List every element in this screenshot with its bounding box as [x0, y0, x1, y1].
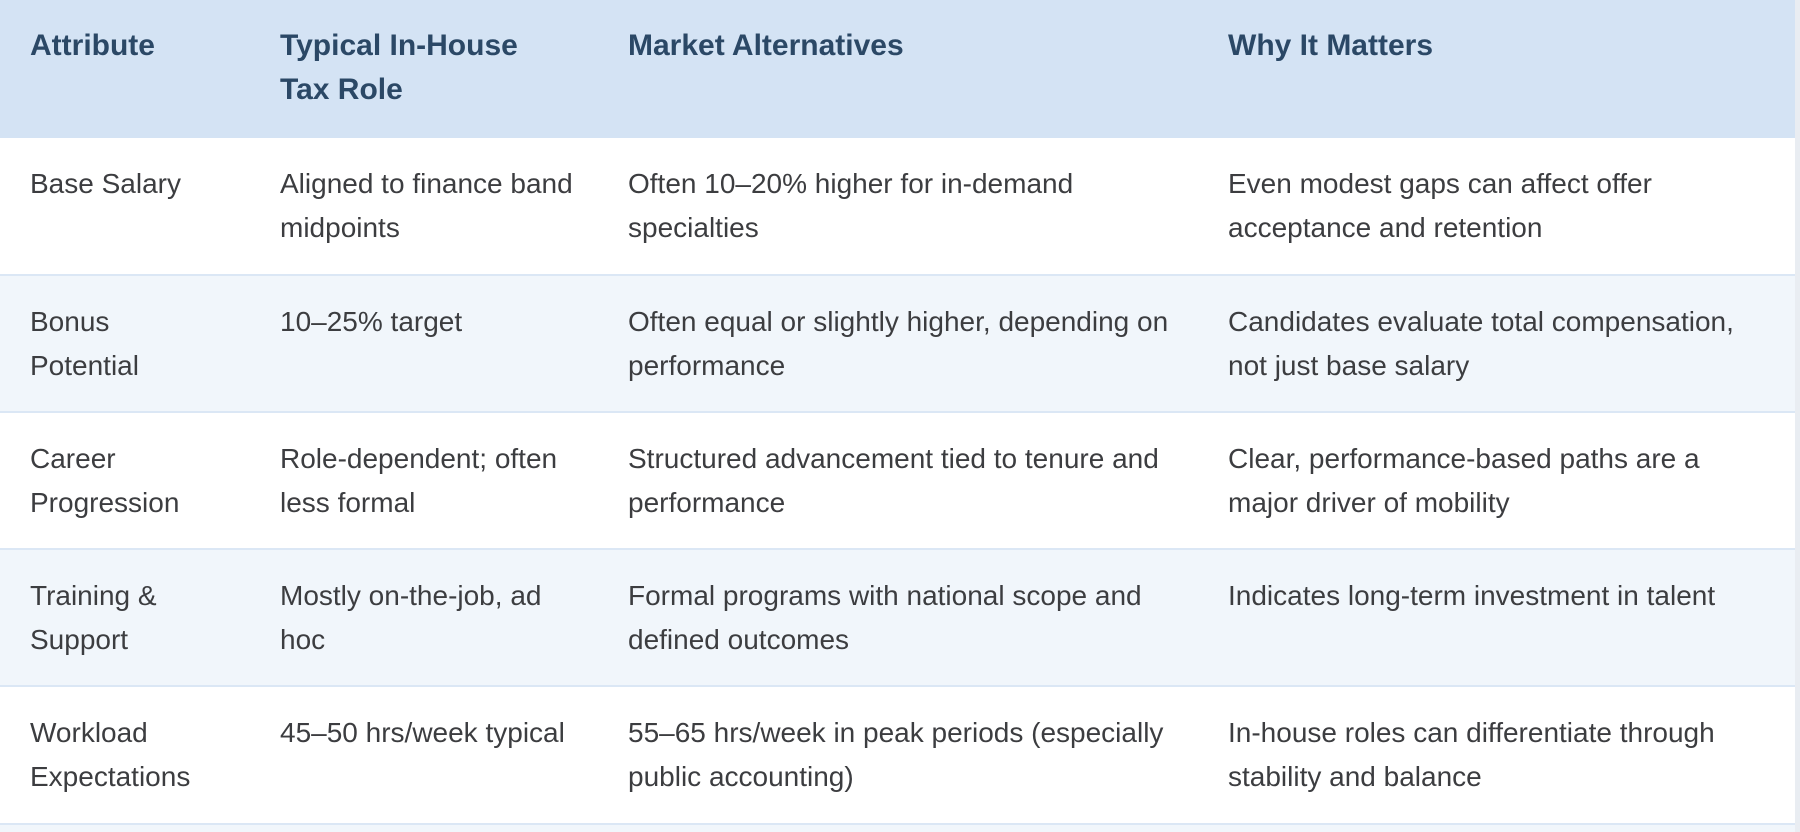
table-cell: Bonus Potential: [30, 306, 139, 381]
row-workload-expectations: Workload Expectations 45–50 hrs/week typ…: [0, 686, 1795, 823]
header-cell-attribute: Attribute: [0, 0, 250, 138]
table-cell: Indicates long-term investment in talent: [1228, 580, 1716, 611]
table-cell: Structured advancement tied to tenure an…: [628, 443, 1159, 518]
header-cell-in-house-role: Typical In-House Tax Role: [250, 0, 598, 138]
header-cell-why-it-matters: Why It Matters: [1198, 0, 1795, 138]
table-cell: Even modest gaps can affect offer accept…: [1228, 168, 1652, 243]
table-cell: Training & Support: [30, 580, 157, 655]
table-cell: Clear, performance-based paths are a maj…: [1228, 443, 1700, 518]
header-cell-market-alternatives: Market Alternatives: [598, 0, 1198, 138]
table-cell: Mostly on-the-job, ad hoc: [280, 580, 542, 655]
table-cell: Candidates evaluate total compensation, …: [1228, 306, 1734, 381]
next-row-partial: [0, 823, 1795, 832]
table-cell: 10–25% target: [280, 306, 463, 337]
table-cell: 45–50 hrs/week typical: [280, 717, 565, 748]
table-cell: Base Salary: [30, 168, 181, 199]
table-cell: Aligned to finance band midpoints: [280, 168, 573, 243]
table-cell: Career Progression: [30, 443, 180, 518]
table-cell: Formal programs with national scope and …: [628, 580, 1142, 655]
row-bonus-potential: Bonus Potential 10–25% target Often equa…: [0, 275, 1795, 412]
row-training-support: Training & Support Mostly on-the-job, ad…: [0, 549, 1795, 686]
table-cell: 55–65 hrs/week in peak periods (especial…: [628, 717, 1164, 792]
row-career-progression: Career Progression Role-dependent; often…: [0, 412, 1795, 549]
table-cell: Often 10–20% higher for in-demand specia…: [628, 168, 1074, 243]
table-cell: Role-dependent; often less formal: [280, 443, 558, 518]
header-row: Attribute Typical In-House Tax Role Mark…: [0, 0, 1795, 138]
row-base-salary: Base Salary Aligned to finance band midp…: [0, 138, 1795, 275]
table-cell: Often equal or slightly higher, dependin…: [628, 306, 1169, 381]
table-cell: Workload Expectations: [30, 717, 191, 792]
table-cell: In-house roles can differentiate through…: [1228, 717, 1715, 792]
